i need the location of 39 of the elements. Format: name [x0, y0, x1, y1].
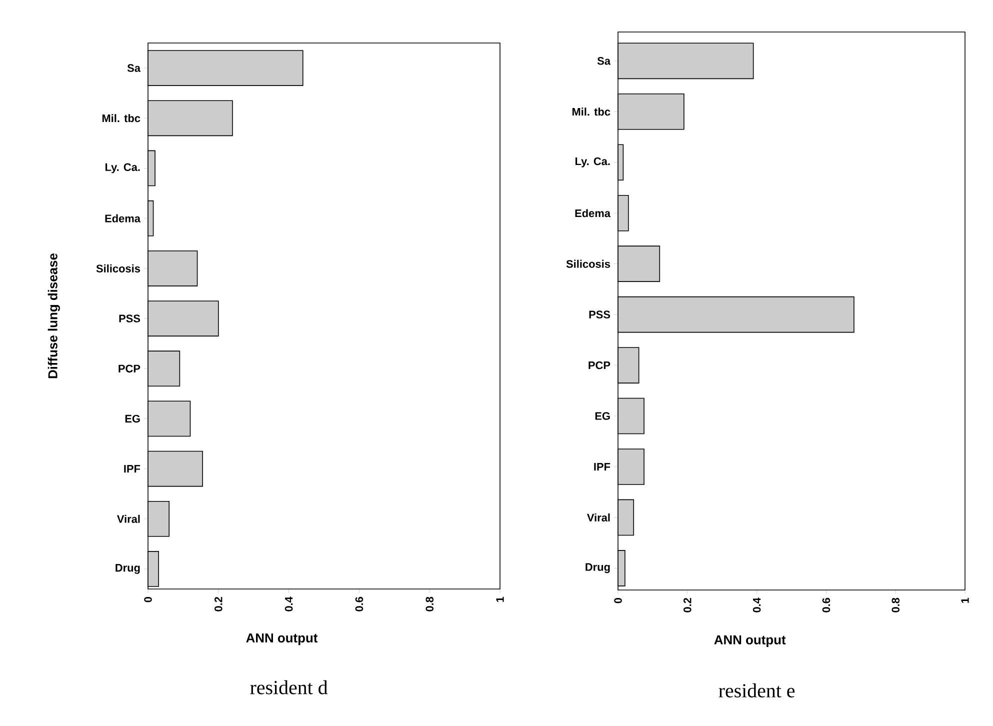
y-axis-title: Diffuse lung disease [48, 253, 60, 378]
y-tick-label: Silicosis [566, 260, 610, 268]
y-tick-label: Ly. Ca. [105, 163, 140, 174]
y-tick-label: PCP [118, 364, 140, 372]
text: resident d [250, 680, 328, 694]
y-tick-label: Drug [586, 563, 610, 574]
x-tick-label: 0.2 [214, 596, 222, 612]
y-tick-label: Edema [575, 209, 611, 218]
y-tick-label: EG [125, 414, 140, 423]
y-tick-label: PCP [588, 361, 610, 370]
x-tick-label: 0.6 [355, 596, 364, 612]
y-tick-label: Drug [116, 564, 140, 574]
y-tick-label: Viral [587, 513, 610, 522]
y-tick-label: Mil. tbc [572, 108, 610, 116]
y-tick-label: PSS [589, 310, 610, 318]
y-tick-label: PSS [119, 314, 140, 322]
x-axis-title: ANN output [714, 635, 786, 647]
y-tick-label: Sa [127, 64, 141, 72]
y-tick-label: Edema [105, 214, 141, 222]
text: resident e [718, 683, 795, 698]
x-tick-label: 1 [496, 596, 504, 602]
y-tick-label: EG [595, 412, 610, 420]
x-tick-label: 0.4 [284, 596, 293, 612]
y-tick-label: IPF [594, 462, 610, 471]
x-tick-label: 0.8 [426, 596, 434, 612]
x-axis-title: ANN output [246, 633, 318, 646]
y-tick-label: Mil. tbc [102, 114, 140, 122]
x-tick-label: 1 [961, 598, 969, 603]
y-tick-label: Viral [116, 514, 140, 523]
x-tick-label: 0 [144, 596, 152, 602]
y-tick-label: Sa [597, 57, 611, 65]
x-tick-label: 0.6 [822, 598, 830, 612]
x-tick-label: 0 [614, 598, 622, 604]
x-tick-label: 0.8 [892, 598, 900, 612]
x-tick-label: 0.2 [684, 598, 692, 612]
y-tick-label: Silicosis [96, 264, 140, 272]
y-tick-label: Ly. Ca. [575, 157, 610, 168]
x-tick-label: 0.4 [752, 598, 761, 612]
y-tick-label: IPF [124, 465, 140, 473]
